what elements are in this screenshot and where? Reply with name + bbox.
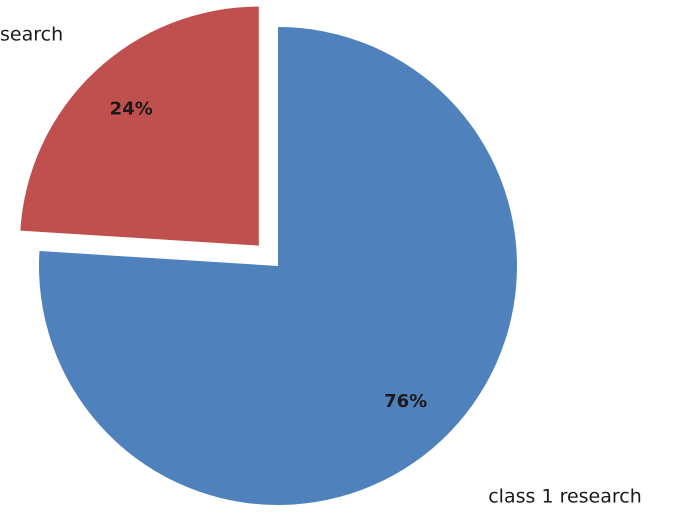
pie-slice: [20, 6, 259, 246]
value-label: 24%: [110, 99, 153, 120]
pie-slice: [38, 27, 517, 505]
value-label: 76%: [384, 391, 427, 412]
category-label: search: [0, 24, 63, 46]
category-label: class 1 research: [488, 486, 642, 508]
